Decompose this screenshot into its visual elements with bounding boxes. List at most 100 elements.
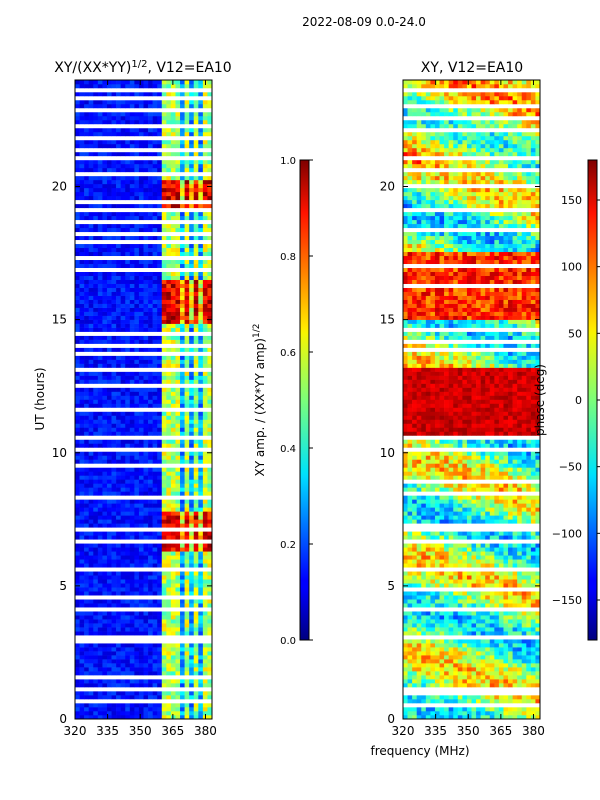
amplitude-heatmap-cell [79,403,85,408]
amplitude-heatmap-cell [129,551,135,556]
amplitude-heatmap-cell [111,655,117,660]
phase-heatmap-cell [476,563,481,568]
amplitude-heatmap-cell [97,323,103,328]
amplitude-heatmap-cell [120,111,126,117]
amplitude-heatmap-cell [198,315,204,320]
amplitude-x-tick-label: 350 [129,724,152,738]
amplitude-heatmap-cell [152,191,158,197]
phase-heatmap-cell [476,547,481,552]
amplitude-heatmap-cell [166,711,172,716]
amplitude-heatmap-cell [79,543,85,548]
phase-heatmap-cell [489,559,495,564]
phase-heatmap-cell [508,699,513,704]
phase-heatmap-cell [485,627,491,632]
amplitude-heatmap-cell [193,295,199,300]
amplitude-heatmap-cell [129,211,135,217]
amplitude-heatmap-cell [134,711,140,716]
amplitude-colorbar-tick-label: 1.0 [280,156,296,167]
amplitude-heatmap-cell [79,111,85,117]
phase-heatmap-cell [517,579,523,584]
phase-heatmap-cell [421,551,427,556]
phase-heatmap-cell [416,619,422,624]
phase-heatmap-cell [476,583,481,588]
amplitude-heatmap-cell [143,615,149,620]
amplitude-heatmap-cell [175,695,181,700]
phase-heatmap-cell [466,639,472,644]
amplitude-heatmap-cell [152,131,158,137]
phase-heatmap-cell [448,667,454,672]
amplitude-heatmap-cell [157,347,163,352]
amplitude-heatmap-cell [134,103,140,109]
amplitude-heatmap-cell [175,547,181,552]
amplitude-heatmap-cell [79,399,85,404]
phase-heatmap-cell [448,575,454,580]
amplitude-heatmap-cell [93,139,99,145]
amplitude-heatmap-cell [75,80,80,85]
amplitude-heatmap-cell [116,355,121,360]
phase-heatmap-cell [462,651,468,656]
amplitude-heatmap-cell [175,399,181,404]
phase-heatmap-cell [407,675,413,680]
phase-heatmap-cell [498,571,504,576]
amplitude-heatmap-cell [75,487,80,492]
amplitude-flagged-row [75,607,212,612]
phase-heatmap-cell [421,627,427,632]
amplitude-heatmap-cell [207,667,212,672]
amplitude-heatmap-cell [198,655,204,660]
amplitude-heatmap-cell [84,571,89,576]
amplitude-heatmap-cell [207,703,212,708]
amplitude-heatmap-cell [180,335,185,340]
amplitude-heatmap-cell [202,243,208,249]
amplitude-heatmap-cell [170,375,176,380]
phase-heatmap-cell [453,619,459,624]
amplitude-heatmap-cell [106,195,112,201]
amplitude-heatmap-cell [161,523,167,528]
amplitude-heatmap-cell [111,531,117,536]
phase-heatmap-cell [453,651,459,656]
amplitude-flagged-row [75,639,212,644]
amplitude-heatmap-cell [189,375,195,380]
phase-heatmap-cell [476,623,481,628]
amplitude-heatmap-cell [102,203,108,209]
amplitude-heatmap-cell [207,439,212,444]
amplitude-heatmap-cell [175,423,181,428]
phase-heatmap-cell [508,615,513,620]
amplitude-heatmap-cell [189,515,195,520]
amplitude-heatmap-cell [207,287,212,292]
amplitude-heatmap-cell [106,519,112,524]
amplitude-heatmap-cell [207,111,212,117]
amplitude-heatmap-cell [75,275,80,280]
amplitude-heatmap-cell [166,531,172,536]
amplitude-heatmap-cell [138,715,144,719]
phase-heatmap-cell [480,715,486,719]
amplitude-heatmap-cell [189,419,195,424]
phase-heatmap-cell [517,591,523,596]
amplitude-heatmap-cell [166,443,172,448]
phase-heatmap-cell [430,559,436,564]
amplitude-heatmap-cell [143,103,149,109]
amplitude-heatmap-cell [180,711,185,716]
amplitude-heatmap-cell [88,323,94,328]
amplitude-heatmap-cell [111,551,117,556]
amplitude-heatmap-cell [170,251,176,257]
amplitude-heatmap-cell [166,399,172,404]
amplitude-heatmap-cell [106,535,112,540]
amplitude-heatmap-cell [184,391,190,396]
amplitude-heatmap-cell [152,563,158,568]
amplitude-heatmap-cell [184,479,190,484]
phase-heatmap-cell [412,575,417,580]
amplitude-heatmap-cell [161,551,167,556]
amplitude-heatmap-cell [75,151,80,157]
amplitude-heatmap-cell [193,451,199,456]
amplitude-heatmap-cell [198,103,204,109]
amplitude-heatmap-cell [152,303,158,308]
phase-heatmap-cell [453,639,459,644]
phase-heatmap-cell [471,715,477,719]
amplitude-heatmap-cell [75,403,80,408]
amplitude-heatmap-cell [193,363,199,368]
amplitude-heatmap-cell [125,559,131,564]
amplitude-heatmap-cell [97,395,103,400]
amplitude-heatmap-cell [138,499,144,504]
phase-heatmap-cell [403,559,408,564]
amplitude-heatmap-cell [175,663,181,668]
